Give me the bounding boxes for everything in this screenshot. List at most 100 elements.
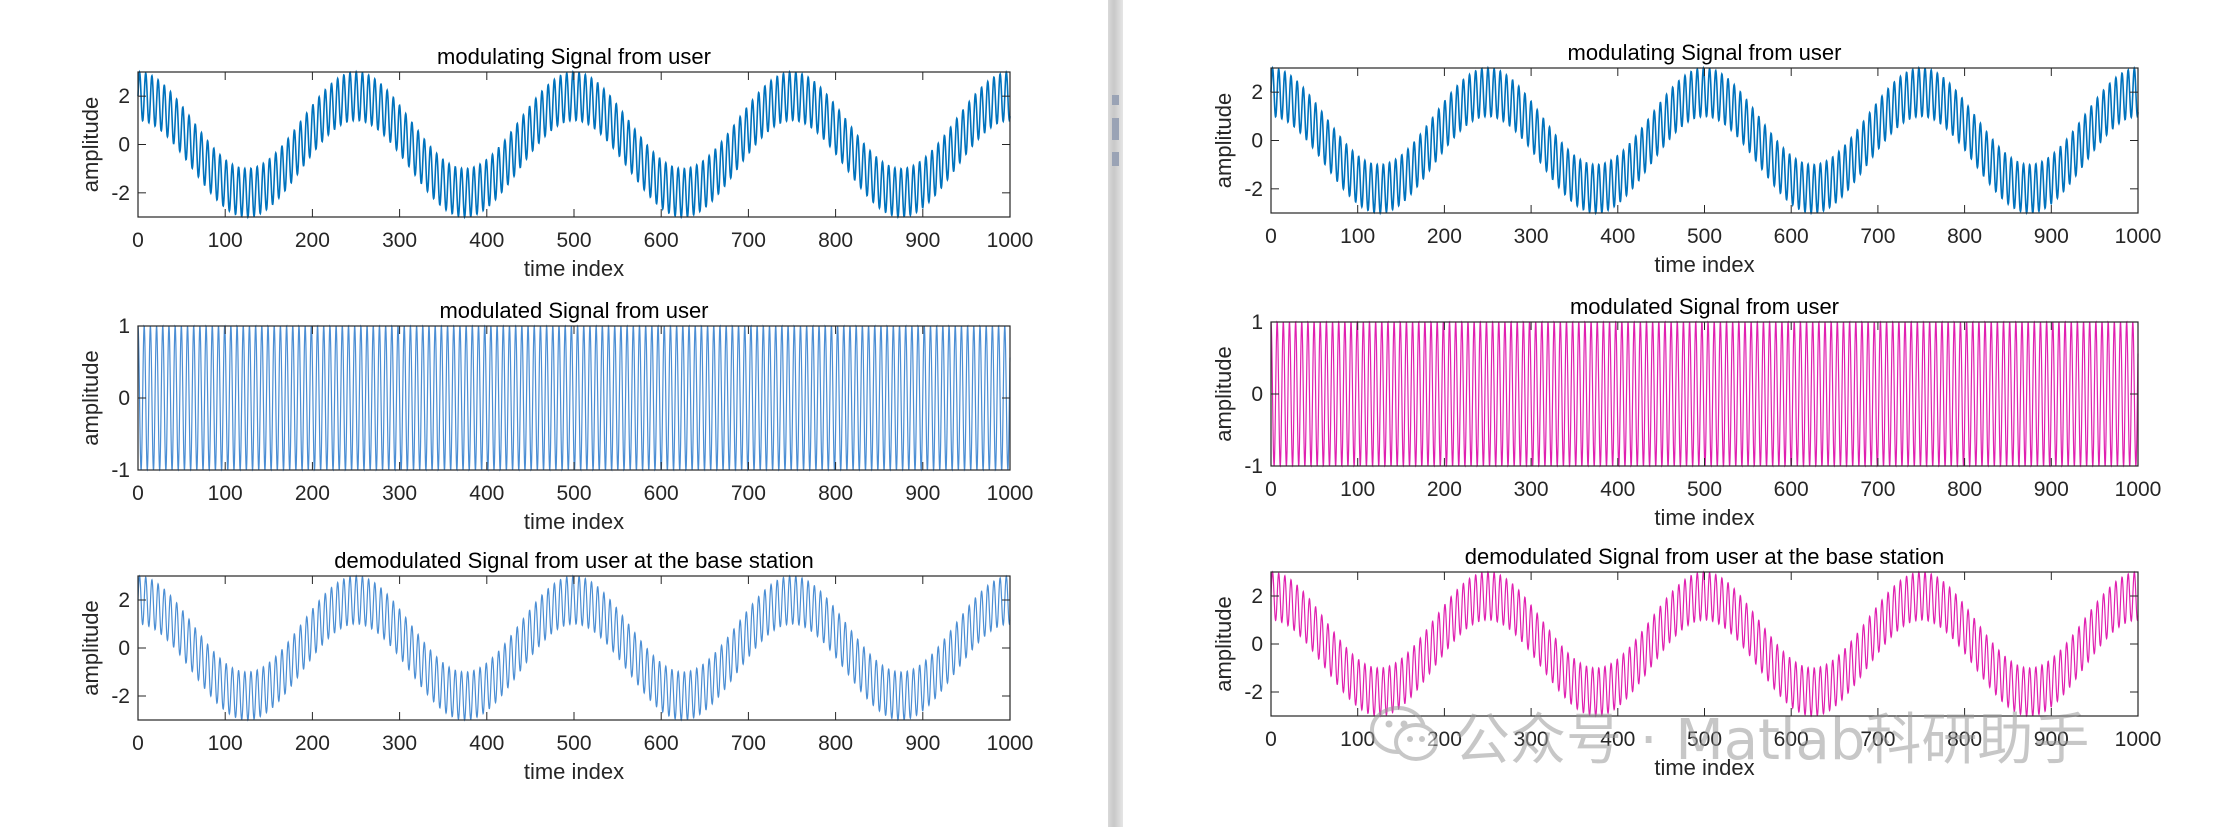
x-tick-label: 600 — [1774, 478, 1809, 501]
x-tick-label: 500 — [1687, 478, 1722, 501]
x-tick-label: 800 — [818, 482, 853, 505]
x-axis-label: time index — [1654, 252, 1754, 277]
y-axis-label: amplitude — [1211, 93, 1236, 188]
x-tick-label: 0 — [132, 482, 144, 505]
x-tick-label: 800 — [818, 229, 853, 252]
x-axis-label: time index — [524, 256, 624, 281]
x-tick-label: 600 — [644, 482, 679, 505]
x-tick-label: 0 — [1265, 728, 1277, 751]
x-tick-label: 300 — [382, 482, 417, 505]
y-axis-label: amplitude — [1211, 346, 1236, 441]
y-tick-label: -1 — [111, 459, 130, 482]
x-tick-label: 0 — [1265, 478, 1277, 501]
x-tick-label: 200 — [295, 229, 330, 252]
y-tick-label: -2 — [111, 182, 130, 205]
x-tick-label: 0 — [1265, 225, 1277, 248]
x-tick-label: 900 — [905, 732, 940, 755]
x-tick-label: 700 — [1860, 478, 1895, 501]
x-tick-label: 1000 — [2115, 478, 2162, 501]
y-tick-label: -2 — [1244, 178, 1263, 201]
series-line — [1270, 320, 2139, 468]
x-tick-label: 400 — [1600, 478, 1635, 501]
x-tick-label: 600 — [1774, 728, 1809, 751]
x-tick-label: 300 — [1514, 478, 1549, 501]
chart-title: demodulated Signal from user at the base… — [334, 548, 813, 573]
x-tick-label: 1000 — [2115, 225, 2162, 248]
x-tick-label: 1000 — [987, 482, 1034, 505]
x-tick-label: 600 — [644, 732, 679, 755]
y-axis-label: amplitude — [78, 350, 103, 445]
y-tick-label: 2 — [118, 85, 130, 108]
x-tick-label: 400 — [1600, 225, 1635, 248]
x-tick-label: 700 — [1860, 225, 1895, 248]
x-tick-label: 800 — [1947, 478, 1982, 501]
x-axis-label: time index — [524, 759, 624, 784]
x-axis-label: time index — [1654, 505, 1754, 530]
x-tick-label: 600 — [1774, 225, 1809, 248]
chart-title: modulated Signal from user — [1570, 294, 1839, 319]
y-tick-label: 1 — [1251, 311, 1263, 334]
series-line — [137, 69, 1011, 220]
x-tick-label: 200 — [295, 482, 330, 505]
figure-left-canvas: 0 100 200 300 400 500 600 700 800 900 1000-202modu… — [78, 44, 1033, 784]
x-tick-label: 100 — [1340, 478, 1375, 501]
x-tick-label: 100 — [1340, 728, 1375, 751]
x-tick-label: 100 — [208, 482, 243, 505]
x-tick-label: 0 — [132, 732, 144, 755]
chart-title: modulated Signal from user — [439, 298, 708, 323]
window-divider[interactable] — [1108, 0, 1123, 827]
x-tick-label: 400 — [469, 732, 504, 755]
x-tick-label: 1000 — [987, 732, 1034, 755]
y-tick-label: 0 — [118, 637, 130, 660]
subplot-1: 0 100 200 300 400 500 600 700 800 900 1000 -2 0 2 modu… — [78, 44, 1033, 281]
divider-handle-top — [1112, 95, 1119, 105]
x-tick-label: 200 — [1427, 728, 1462, 751]
x-tick-label: 500 — [1687, 225, 1722, 248]
figure-window-right: 0 100 200 300 400 500 600 700 800 900 1000 -2 0 2 modu… — [1123, 0, 2233, 827]
x-tick-label: 700 — [731, 229, 766, 252]
y-tick-label: 2 — [118, 589, 130, 612]
y-tick-label: 2 — [1251, 585, 1263, 608]
divider-handle-mid — [1112, 118, 1119, 140]
series-line — [1270, 570, 2139, 718]
series-line — [137, 574, 1011, 722]
figure-right-canvas: 0 100 200 300 400 500 600 700 800 900 1000-202modu… — [1211, 40, 2161, 780]
x-tick-label: 200 — [1427, 478, 1462, 501]
y-tick-label: 0 — [118, 134, 130, 157]
x-tick-label: 400 — [469, 482, 504, 505]
subplot-1: 0 100 200 300 400 500 600 700 800 900 1000 -2 0 2 modu… — [1211, 40, 2161, 277]
x-axis-label: time index — [1654, 755, 1754, 780]
x-tick-label: 800 — [818, 732, 853, 755]
x-tick-label: 700 — [731, 732, 766, 755]
x-tick-label: 900 — [2034, 728, 2069, 751]
x-tick-label: 700 — [731, 482, 766, 505]
x-tick-label: 100 — [208, 732, 243, 755]
y-tick-label: 0 — [1251, 383, 1263, 406]
x-tick-label: 0 — [132, 229, 144, 252]
x-tick-label: 200 — [295, 732, 330, 755]
y-axis-label: amplitude — [78, 600, 103, 695]
y-tick-label: 1 — [118, 315, 130, 338]
x-tick-label: 900 — [2034, 478, 2069, 501]
x-tick-label: 300 — [382, 229, 417, 252]
x-tick-label: 900 — [905, 482, 940, 505]
chart-title: modulating Signal from user — [437, 44, 711, 69]
divider-handle-low — [1112, 152, 1119, 166]
x-axis-label: time index — [524, 509, 624, 534]
x-tick-label: 100 — [208, 229, 243, 252]
x-tick-label: 500 — [1687, 728, 1722, 751]
chart-title: modulating Signal from user — [1568, 40, 1842, 65]
subplot-3: 0 100 200 300 400 500 600 700 800 900 1000 -2 0 2 demo… — [78, 548, 1033, 784]
x-tick-label: 100 — [1340, 225, 1375, 248]
y-axis-label: amplitude — [1211, 596, 1236, 691]
x-tick-label: 800 — [1947, 225, 1982, 248]
figure-window-left: 0 100 200 300 400 500 600 700 800 900 1000 -2 0 2 modu… — [0, 0, 1108, 827]
x-tick-label: 300 — [382, 732, 417, 755]
y-axis-label: amplitude — [78, 97, 103, 192]
x-tick-label: 600 — [644, 229, 679, 252]
x-tick-label: 300 — [1514, 225, 1549, 248]
subplot-2: 0 100 200 300 400 500 600 700 800 900 1000-101modu… — [78, 298, 1033, 534]
series-line — [137, 324, 1011, 472]
subplot-3: 0 100 200 300 400 500 600 700 800 900 1000 -2 0 2 demo… — [1211, 544, 2161, 780]
subplot-2: 0 100 200 300 400 500 600 700 800 900 1000-101modu… — [1211, 294, 2161, 530]
